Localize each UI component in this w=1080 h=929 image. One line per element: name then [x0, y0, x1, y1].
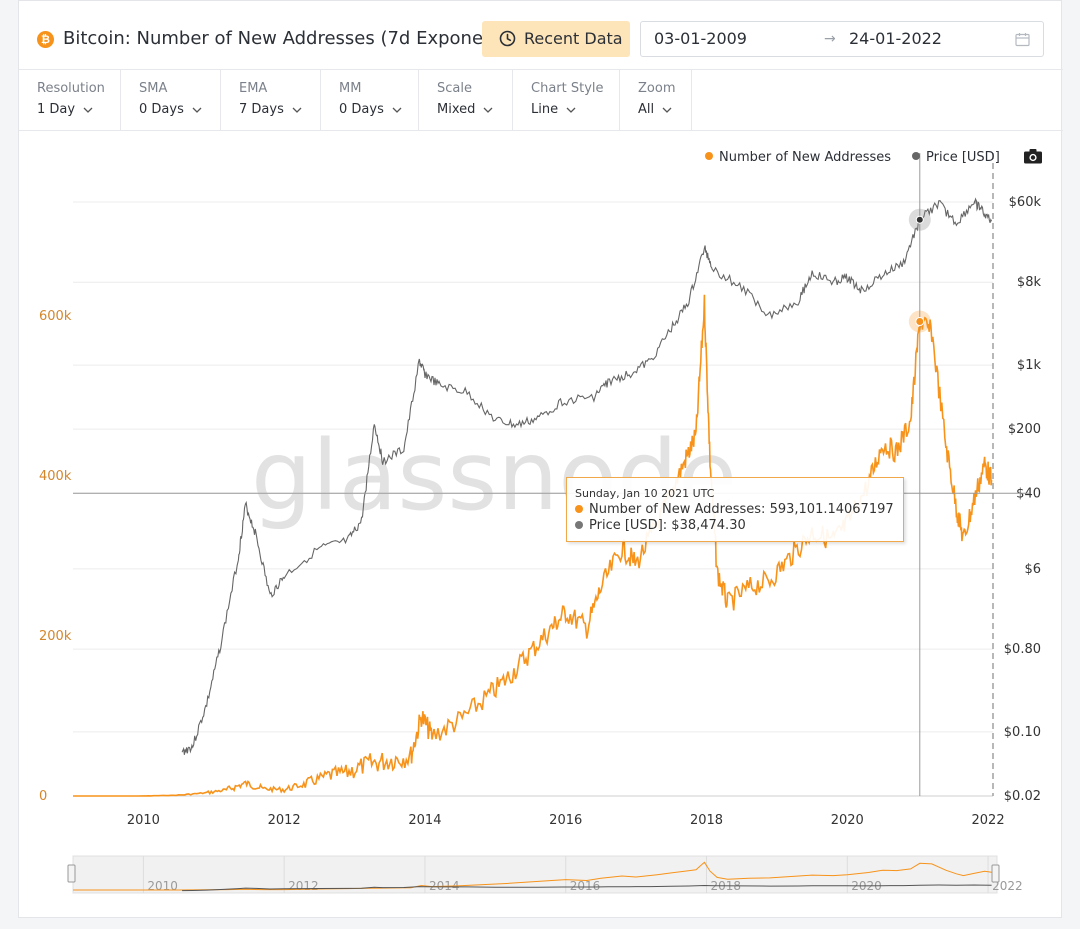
- tooltip-date: Sunday, Jan 10 2021 UTC: [575, 487, 715, 500]
- zoom-label: Zoom: [638, 81, 676, 96]
- chevron-down-icon: [83, 107, 93, 113]
- x-tick-label: 2022: [972, 813, 1005, 828]
- navigator-series: [73, 861, 992, 891]
- ema-label: EMA: [239, 81, 268, 96]
- recent-data-label: Recent Data: [524, 29, 623, 48]
- y-right-tick-label: $200: [1008, 422, 1041, 437]
- tooltip-value: $38,474.30: [671, 518, 746, 533]
- chevron-down-icon: [292, 107, 302, 113]
- resolution-label: Resolution: [37, 81, 105, 96]
- sma-dropdown[interactable]: SMA 0 Days: [121, 70, 221, 130]
- legend-item-new-addresses[interactable]: Number of New Addresses: [705, 150, 891, 165]
- chevron-down-icon: [192, 107, 202, 113]
- y-right-tick-label: $0.10: [1004, 725, 1041, 740]
- legend-item-price[interactable]: Price [USD]: [912, 150, 1000, 165]
- resolution-value: 1 Day: [37, 102, 93, 117]
- hover-point-addresses: [915, 317, 925, 327]
- y-right-tick-label: $0.80: [1004, 642, 1041, 657]
- x-tick-label: 2012: [268, 813, 301, 828]
- mm-dropdown[interactable]: MM 0 Days: [321, 70, 419, 130]
- arrow-right-icon: →: [824, 31, 836, 47]
- navigator-handle[interactable]: [991, 864, 1000, 883]
- tooltip-label: Number of New Addresses:: [589, 502, 766, 517]
- tooltip-dot: [575, 521, 583, 529]
- scale-label: Scale: [437, 81, 472, 96]
- x-tick-label: 2018: [690, 813, 723, 828]
- recent-data-button[interactable]: Recent Data: [482, 21, 630, 57]
- sma-value: 0 Days: [139, 102, 202, 117]
- date-to-input[interactable]: 24-01-2022: [849, 29, 942, 48]
- bitcoin-icon: ₿: [37, 31, 54, 48]
- new-addresses-series: [73, 294, 993, 797]
- price-series: [181, 197, 993, 755]
- y-right-tick-label: $6: [1024, 562, 1041, 577]
- y-left-tick-label: 0: [39, 789, 47, 804]
- x-tick-label: 2020: [831, 813, 864, 828]
- navigator-tick-label: 2016: [570, 879, 601, 893]
- navigator-price-series: [182, 884, 992, 892]
- chart-title: Bitcoin: Number of New Addresses (7d Exp…: [63, 28, 483, 49]
- x-tick-label: 2014: [408, 813, 441, 828]
- navigator-tick-label: 2010: [147, 879, 178, 893]
- chart-style-dropdown[interactable]: Chart Style Line: [513, 70, 620, 130]
- date-from-input[interactable]: 03-01-2009: [654, 29, 747, 48]
- y-right-tick-label: $1k: [1017, 358, 1042, 373]
- resolution-dropdown[interactable]: Resolution 1 Day: [19, 70, 121, 130]
- tooltip-row-price: Price [USD]: $38,474.30: [575, 518, 746, 533]
- x-tick-label: 2010: [127, 813, 160, 828]
- chart-controls: Resolution 1 Day SMA 0 Days EMA 7 Days M…: [19, 70, 1063, 131]
- date-range-picker[interactable]: 03-01-2009 → 24-01-2022: [640, 21, 1044, 57]
- legend-dot: [912, 152, 920, 160]
- tooltip-value: 593,101.14067197: [769, 502, 894, 517]
- chart-header: ₿ Bitcoin: Number of New Addresses (7d E…: [19, 1, 1063, 70]
- y-left-tick-label: 600k: [39, 309, 72, 324]
- mm-value: 0 Days: [339, 102, 402, 117]
- navigator-tick-label: 2012: [288, 879, 319, 893]
- chart-style-label: Chart Style: [531, 81, 604, 96]
- scale-value: Mixed: [437, 102, 493, 117]
- y-right-tick-label: $60k: [1009, 195, 1042, 210]
- zoom-dropdown[interactable]: Zoom All: [620, 70, 692, 130]
- x-tick-label: 2016: [549, 813, 582, 828]
- y-right-tick-label: $8k: [1017, 275, 1042, 290]
- tooltip-dot: [575, 505, 583, 513]
- chevron-down-icon: [662, 107, 672, 113]
- chevron-down-icon: [483, 107, 493, 113]
- chevron-down-icon: [392, 107, 402, 113]
- chart-style-value: Line: [531, 102, 576, 117]
- sma-label: SMA: [139, 81, 168, 96]
- legend-label: Number of New Addresses: [719, 150, 892, 165]
- ema-value: 7 Days: [239, 102, 302, 117]
- hover-point-price: [915, 215, 924, 224]
- calendar-icon[interactable]: [1015, 32, 1030, 47]
- scale-dropdown[interactable]: Scale Mixed: [419, 70, 513, 130]
- camera-icon[interactable]: [1023, 148, 1043, 164]
- navigator-handle[interactable]: [67, 864, 76, 883]
- chart-card: ₿ Bitcoin: Number of New Addresses (7d E…: [18, 0, 1063, 918]
- mm-label: MM: [339, 81, 362, 96]
- ema-dropdown[interactable]: EMA 7 Days: [221, 70, 321, 130]
- y-left-tick-label: 400k: [39, 469, 72, 484]
- legend-dot: [705, 152, 713, 160]
- clock-icon: [499, 30, 516, 47]
- navigator-tick-label: 2022: [992, 879, 1023, 893]
- zoom-value: All: [638, 102, 672, 117]
- tooltip-row-addresses: Number of New Addresses: 593,101.1406719…: [575, 502, 894, 517]
- chart-tooltip: Sunday, Jan 10 2021 UTC Number of New Ad…: [566, 477, 904, 542]
- y-left-tick-label: 200k: [39, 629, 72, 644]
- tooltip-label: Price [USD]:: [589, 518, 668, 533]
- y-right-tick-label: $0.02: [1004, 789, 1041, 804]
- chevron-down-icon: [566, 107, 576, 113]
- legend-label: Price [USD]: [926, 150, 1000, 165]
